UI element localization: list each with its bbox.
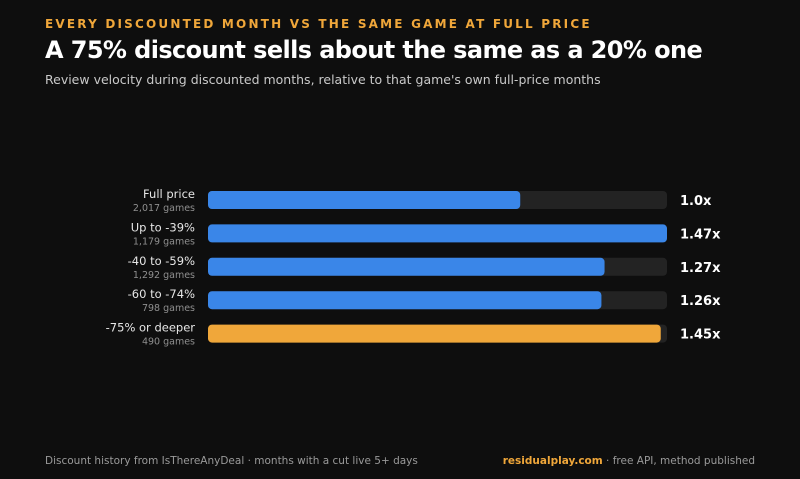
category-label: Up to -39% [131,220,195,234]
source-note: Discount history from IsThereAnyDeal · m… [45,455,418,467]
bar [208,257,605,276]
chart-subtitle: Review velocity during discounted months… [45,72,601,87]
footer-tagline: · free API, method published [602,455,755,467]
value-label: 1.47x [680,227,721,242]
brand-link[interactable]: residualplay.com [502,455,603,467]
category-sublabel: 1,292 games [133,270,195,281]
value-label: 1.0x [680,194,712,209]
value-label: 1.45x [680,328,721,343]
bar [208,224,667,243]
chart-title: A 75% discount sells about the same as a… [45,36,703,64]
category-label: -60 to -74% [128,287,195,301]
bar [208,324,661,343]
footer-credit: residualplay.com · free API, method publ… [503,455,755,467]
value-label: 1.27x [680,261,721,276]
category-label: -40 to -59% [128,254,195,268]
chart-eyebrow: EVERY DISCOUNTED MONTH VS THE SAME GAME … [45,17,592,31]
value-label: 1.26x [680,294,721,309]
category-label: -75% or deeper [106,321,196,335]
category-sublabel: 2,017 games [133,203,195,214]
category-sublabel: 1,179 games [133,236,195,247]
category-label: Full price [143,187,195,201]
category-sublabel: 798 games [142,303,195,314]
bar [208,291,602,310]
category-sublabel: 490 games [142,337,195,348]
bar [208,191,521,209]
